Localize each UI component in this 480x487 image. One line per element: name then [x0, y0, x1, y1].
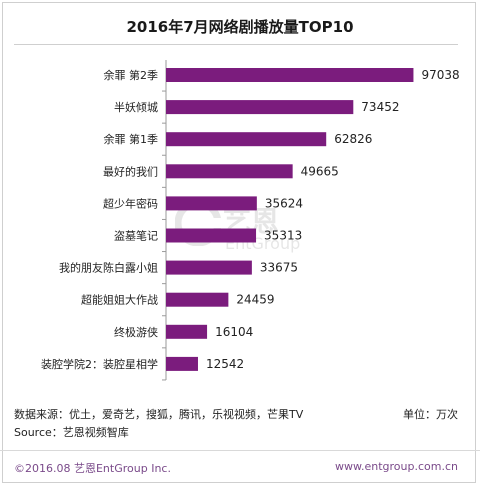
category-label: 终极游侠 — [114, 325, 158, 339]
title-divider — [14, 44, 458, 45]
category-label: 半妖倾城 — [114, 100, 158, 114]
category-label: 余罪 第1季 — [104, 132, 159, 146]
copyright-text: ©2016.08 艺恩EntGroup Inc. — [14, 462, 171, 475]
chart-title: 2016年7月网络剧播放量TOP10 — [126, 18, 354, 36]
category-label: 超能姐姐大作战 — [81, 293, 158, 307]
bar — [166, 260, 252, 275]
source-note: Source：艺恩视频智库 — [14, 426, 129, 439]
bar — [166, 68, 414, 82]
category-label: 装腔学院2：装腔星相学 — [41, 357, 158, 371]
unit-note: 单位：万次 — [403, 408, 458, 421]
bar — [166, 100, 354, 115]
value-label: 35313 — [264, 229, 302, 243]
category-label: 超少年密码 — [103, 196, 158, 210]
category-label: 余罪 第2季 — [104, 68, 159, 82]
data-source-note: 数据来源：优土，爱奇艺，搜狐，腾讯，乐视视频，芒果TV — [14, 408, 304, 421]
bar — [166, 228, 257, 243]
website-link[interactable]: www.entgroup.com.cn — [335, 460, 458, 473]
bar — [166, 356, 198, 371]
bar — [166, 324, 208, 339]
category-label: 最好的我们 — [103, 164, 158, 178]
bar — [166, 196, 257, 211]
category-label: 我的朋友陈白露小姐 — [59, 261, 158, 275]
value-label: 12542 — [206, 357, 244, 371]
category-label: 盗墓笔记 — [114, 229, 158, 243]
value-label: 16104 — [215, 325, 253, 339]
value-label: 62826 — [334, 132, 372, 146]
value-label: 97038 — [421, 68, 459, 82]
bar — [166, 164, 293, 179]
value-label: 33675 — [260, 261, 298, 275]
value-label: 49665 — [301, 164, 339, 178]
value-label: 73452 — [361, 100, 399, 114]
bar-chart: 余罪 第2季 97038 半妖倾城 73452 余罪 第1季 62826 最好的我们 4966… — [41, 60, 460, 381]
value-label: 24459 — [236, 293, 274, 307]
footer-divider — [0, 450, 480, 451]
value-label: 35624 — [265, 196, 303, 210]
bar — [166, 292, 229, 307]
bar — [166, 132, 327, 147]
